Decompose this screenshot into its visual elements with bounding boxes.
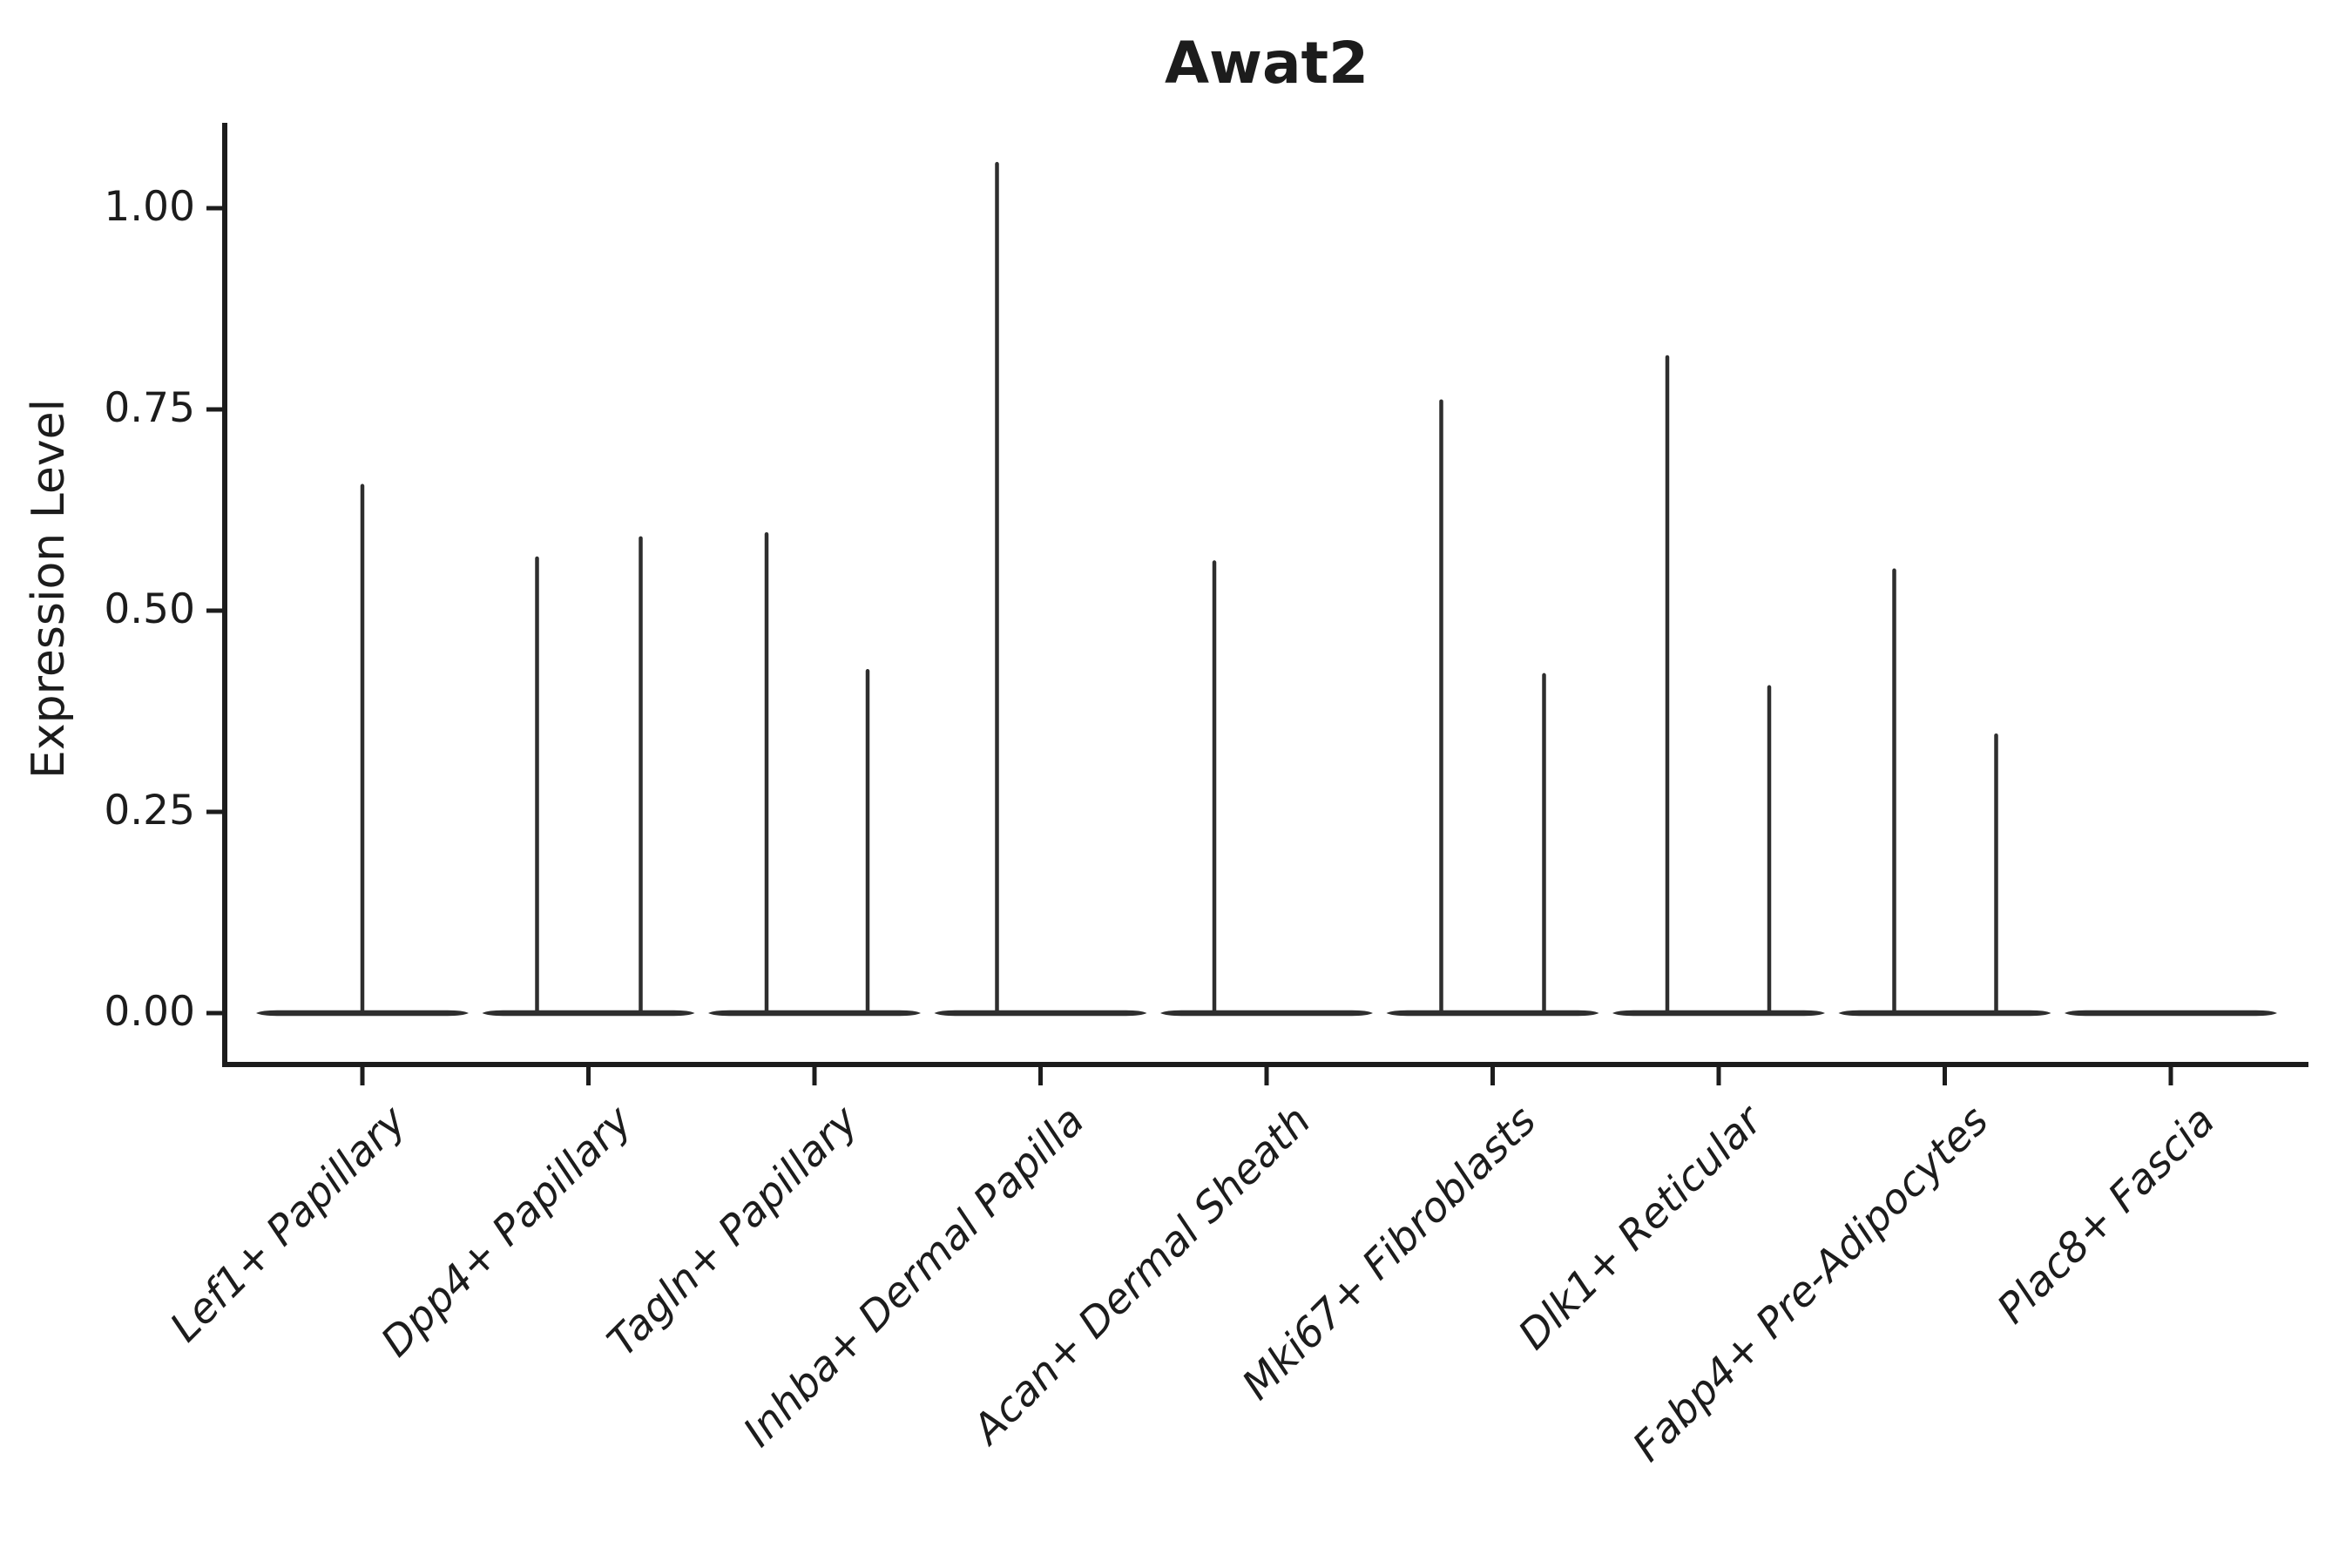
violin-baseline-5 [1160,1010,1373,1017]
violin-baseline-8 [1838,1010,2051,1017]
violin-baseline-6 [1386,1010,1599,1017]
y-tick-label-0.75: 0.75 [104,384,195,432]
violin-baseline-4 [934,1010,1147,1017]
y-tick-label-1.00: 1.00 [104,183,195,231]
y-tick-label-0.25: 0.25 [104,787,195,835]
violin-baseline-2 [482,1010,695,1017]
y-tick-label-0.50: 0.50 [104,585,195,633]
violin-baseline-3 [708,1010,921,1017]
violin-baseline-9 [2065,1010,2277,1017]
chart-title: Awat2 [1164,30,1369,97]
violin-baseline-7 [1612,1010,1825,1017]
y-tick-label-0.00: 0.00 [104,988,195,1036]
